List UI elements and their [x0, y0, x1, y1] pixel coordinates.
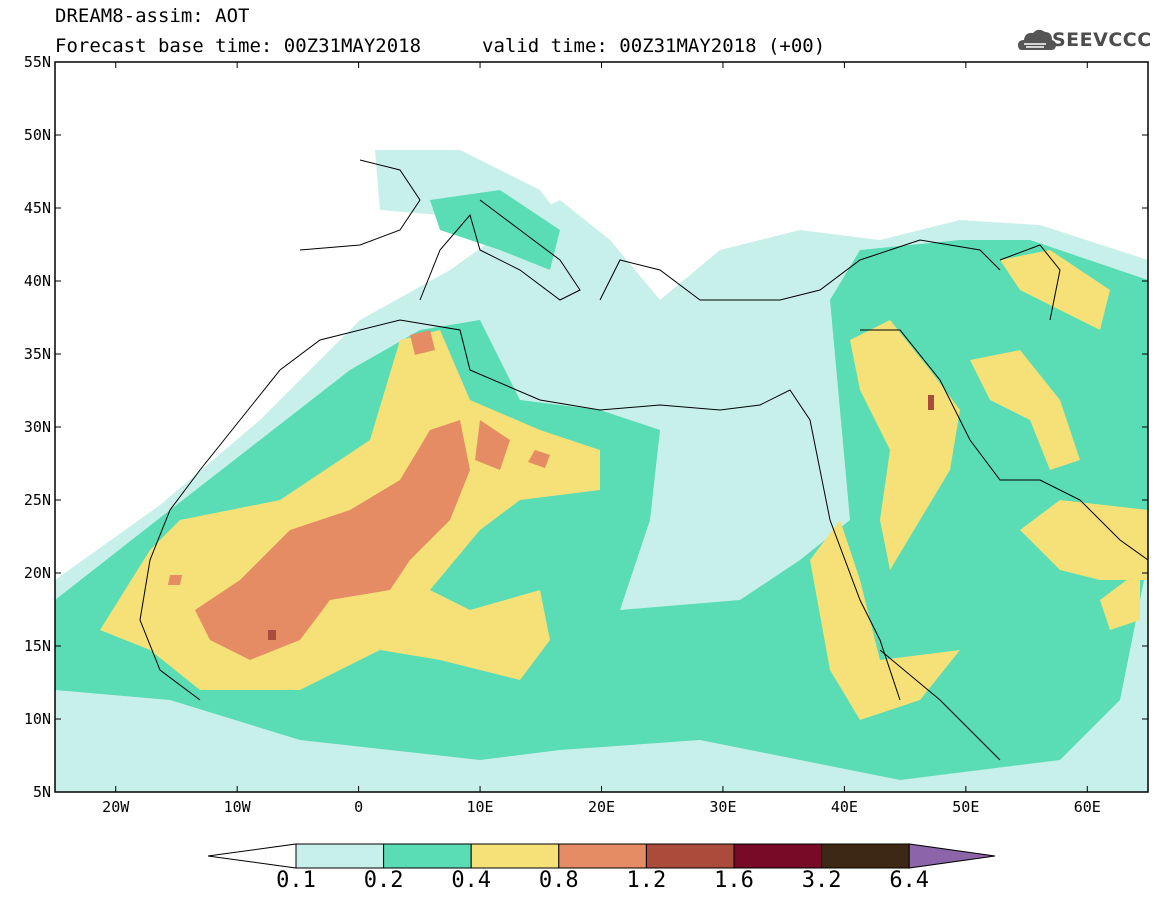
- colorbar-segment: [295, 843, 385, 869]
- colorbar-segment: [383, 843, 472, 869]
- colorbar-segment: [733, 843, 823, 869]
- lat-label-35N: 35N: [24, 345, 51, 363]
- lon-label-40E: 40E: [831, 798, 858, 816]
- lon-label-10E: 10E: [467, 798, 494, 816]
- lat-label-30N: 30N: [24, 418, 51, 436]
- aot-contour-0.8: [195, 420, 470, 660]
- lon-label-10W: 10W: [224, 798, 252, 816]
- lat-label-45N: 45N: [24, 199, 51, 217]
- map-title: DREAM8-assim: AOT: [55, 5, 250, 27]
- aot-field: [55, 150, 1148, 792]
- lon-label-20W: 20W: [102, 798, 130, 816]
- lon-label-0: 0: [354, 798, 363, 816]
- lat-label-20N: 20N: [24, 564, 51, 582]
- lat-label-55N: 55N: [24, 53, 51, 71]
- colorbar-over-arrow: [908, 843, 996, 869]
- colorbar-label: 6.4: [889, 868, 930, 893]
- colorbar: [207, 843, 996, 869]
- lat-label-25N: 25N: [24, 491, 51, 509]
- colorbar-segment: [558, 843, 647, 869]
- lat-label-40N: 40N: [24, 272, 51, 290]
- logo-text: SEEVCCC: [1052, 29, 1152, 51]
- colorbar-label: 3.2: [801, 868, 842, 893]
- lat-label-10N: 10N: [24, 710, 51, 728]
- lon-label-20E: 20E: [588, 798, 615, 816]
- coastlines: [139, 159, 1148, 761]
- colorbar-label: 1.6: [714, 868, 754, 893]
- lon-label-50E: 50E: [952, 798, 979, 816]
- colorbar-label: 0.1: [276, 868, 316, 893]
- colorbar-label: 1.2: [626, 868, 667, 893]
- colorbar-segment: [470, 843, 560, 869]
- colorbar-segment: [645, 843, 735, 869]
- cloud-logo-icon: [1018, 29, 1056, 50]
- aot-contour-1.2: [268, 630, 276, 640]
- colorbar-label: 0.2: [363, 868, 404, 893]
- colorbar-label: 0.4: [451, 868, 492, 893]
- colorbar-segment: [821, 843, 910, 869]
- lat-label-5N: 5N: [33, 783, 51, 801]
- colorbar-under-arrow: [207, 843, 297, 869]
- colorbar-label: 0.8: [538, 868, 579, 893]
- valid-time: valid time: 00Z31MAY2018 (+00): [482, 35, 826, 57]
- lat-label-15N: 15N: [24, 637, 51, 655]
- lon-label-30E: 30E: [709, 798, 736, 816]
- forecast-base-time: Forecast base time: 00Z31MAY2018: [55, 35, 422, 57]
- lon-label-60E: 60E: [1074, 798, 1101, 816]
- lat-label-50N: 50N: [24, 126, 51, 144]
